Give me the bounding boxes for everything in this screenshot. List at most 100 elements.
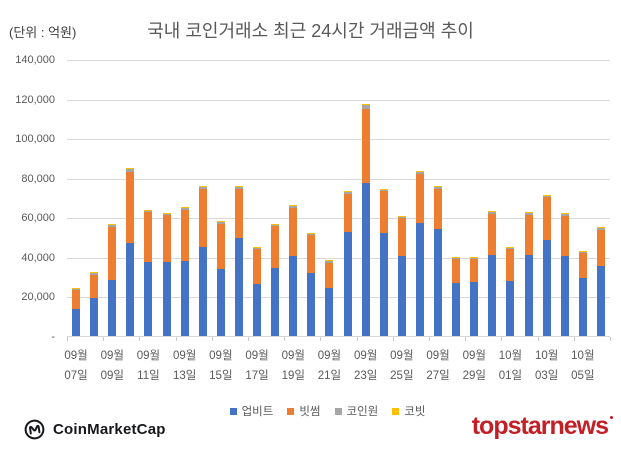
y-tick-label: 100,000 — [15, 133, 55, 146]
bar-segment — [162, 212, 171, 215]
bar-segment — [289, 256, 298, 336]
legend-swatch — [287, 407, 295, 415]
bar-segment — [542, 196, 551, 241]
bar-segment — [253, 283, 262, 336]
bar-segment — [596, 266, 605, 336]
legend-label: 코빗 — [404, 406, 426, 418]
bar-segment — [434, 186, 443, 189]
x-axis-tick — [501, 337, 503, 341]
bar-segment — [325, 262, 334, 288]
bar-segment — [325, 260, 334, 263]
bar-segment — [343, 231, 352, 336]
x-axis-tick — [284, 337, 286, 341]
x-axis-tick — [429, 337, 430, 341]
bar-segment — [560, 256, 569, 336]
bar-segment — [470, 259, 479, 283]
legend-item: 코인원 — [334, 403, 379, 419]
bar-segment — [216, 221, 225, 224]
x-axis-tick — [392, 337, 394, 341]
x-tick-label: 09월 23일 — [353, 350, 378, 382]
bar-segment — [289, 205, 298, 208]
legend-swatch — [229, 407, 237, 415]
x-axis-tick — [103, 337, 105, 341]
legend-swatch — [392, 407, 400, 415]
bar-segment — [596, 226, 605, 230]
bar-segment — [90, 274, 99, 299]
x-axis-tick — [465, 337, 467, 341]
y-tick-label: 140,000 — [15, 54, 55, 66]
x-tick-label: 09월 25일 — [390, 350, 414, 382]
bar-segment — [560, 213, 569, 216]
x-axis-tick — [573, 337, 575, 341]
x-tick-label: 10월 03일 — [534, 350, 559, 382]
y-tick-label: 80,000 — [21, 172, 55, 185]
bar-segment — [434, 228, 443, 336]
bar-segment — [253, 247, 262, 249]
bar-segment — [72, 289, 81, 309]
x-axis-tick — [356, 337, 358, 341]
bar-segment — [180, 207, 189, 210]
bar-segment — [379, 191, 388, 234]
bar-segment — [415, 171, 424, 174]
bar-segment — [361, 104, 370, 110]
bar-segment — [452, 283, 461, 336]
legend-item: 빗썸 — [287, 403, 321, 419]
bar-segment — [72, 308, 81, 336]
gridline — [67, 99, 610, 101]
bar-segment — [307, 235, 316, 273]
bar-segment — [216, 268, 225, 336]
bar-segment — [72, 287, 81, 290]
bar-segment — [180, 261, 189, 336]
bar-segment — [198, 188, 207, 248]
unit-label: (단위 : 억원) — [9, 25, 77, 40]
bar-segment — [542, 240, 551, 336]
bar-segment — [524, 214, 533, 255]
bar-segment — [488, 213, 497, 255]
x-axis-tick — [211, 337, 213, 341]
chart-title: 국내 코인거래소 최근 24시간 거래금액 추이 — [147, 21, 474, 41]
bar-segment — [470, 282, 479, 336]
bar-segment — [198, 247, 207, 336]
bar-segment — [271, 268, 280, 336]
gridline — [67, 297, 610, 299]
bar-segment — [506, 247, 515, 249]
x-tick-label: 09월 29일 — [462, 350, 486, 382]
bar-segment — [596, 229, 605, 267]
bar-segment — [234, 238, 243, 336]
gridline — [67, 139, 610, 141]
trademark-dot-icon — [610, 416, 613, 419]
bar-segment — [452, 259, 461, 284]
bar-segment — [198, 186, 207, 189]
legend-item: 업비트 — [229, 403, 274, 419]
bar-segment — [397, 216, 406, 219]
bar-segment — [108, 279, 117, 336]
bar-segment — [325, 287, 334, 336]
x-tick-label: 09월 09일 — [100, 350, 124, 382]
x-tick-label: 09월 15일 — [209, 350, 233, 382]
bar-segment — [234, 186, 243, 189]
bar-segment — [415, 223, 424, 336]
legend: 업비트 빗썸 코인원 코빗 — [34, 403, 621, 419]
coinmarketcap-icon — [24, 419, 45, 440]
coinmarketcap-wordmark: CoinMarketCap — [53, 421, 166, 438]
y-tick-label: 60,000 — [21, 212, 55, 225]
bar-segment — [488, 254, 497, 336]
bar-segment — [578, 277, 587, 336]
x-tick-label: 09월 21일 — [317, 350, 342, 382]
bar-segment — [434, 188, 443, 229]
bar-segment — [361, 183, 370, 336]
x-tick-label: 10월 01일 — [498, 350, 523, 382]
legend-label: 업비트 — [241, 406, 274, 418]
bar-segment — [524, 254, 533, 336]
x-tick-label: 09월 11일 — [136, 350, 161, 382]
x-tick-label: 09월 27일 — [426, 350, 450, 382]
bar-segment — [126, 242, 135, 336]
bar-segment — [578, 252, 587, 278]
legend-label: 빗썸 — [299, 406, 321, 418]
gridline — [67, 178, 610, 180]
legend-label: 코인원 — [346, 406, 379, 418]
bar-segment — [271, 223, 280, 226]
bar-segment — [289, 207, 298, 257]
bar-segment — [144, 212, 153, 263]
